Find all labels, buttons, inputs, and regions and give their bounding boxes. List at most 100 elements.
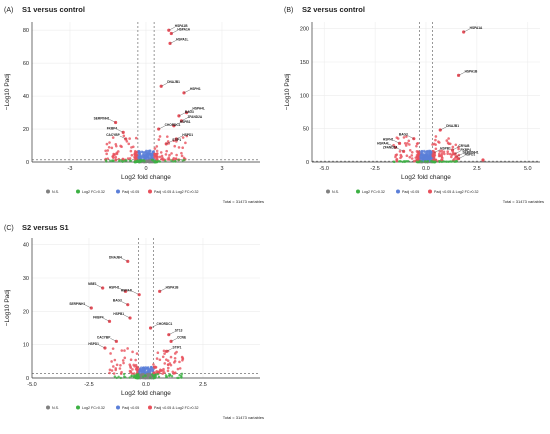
- data-point: [177, 146, 181, 149]
- point-label: HSPA1L: [176, 37, 188, 41]
- data-point: [392, 143, 395, 147]
- label-leader: [98, 344, 106, 349]
- legend-label: N.S.: [52, 406, 59, 410]
- point-label: HSPA1B: [465, 69, 478, 73]
- data-point: [430, 159, 433, 163]
- data-point: [405, 154, 409, 158]
- data-point: [113, 358, 117, 362]
- legend-swatch: [148, 405, 152, 410]
- data-point: [164, 159, 167, 163]
- data-point: [135, 352, 139, 355]
- data-point: [110, 146, 114, 150]
- data-point: [126, 259, 130, 263]
- data-point: [114, 155, 118, 159]
- data-point: [112, 365, 115, 368]
- legend-label: N.S.: [52, 190, 59, 194]
- data-point: [169, 339, 173, 343]
- data-point: [177, 114, 181, 118]
- data-point: [184, 141, 187, 145]
- legend-label: N.S.: [332, 190, 339, 194]
- label-leader: [186, 109, 193, 113]
- data-point: [118, 367, 122, 370]
- data-point: [129, 371, 132, 374]
- data-point: [129, 149, 133, 153]
- data-point: [137, 376, 141, 379]
- data-point: [481, 158, 485, 162]
- label-leader: [183, 89, 191, 94]
- data-point: [163, 362, 167, 365]
- label-leader: [110, 338, 117, 342]
- y-tick-label: 80: [23, 28, 29, 34]
- point-label: NBE1: [88, 282, 97, 286]
- data-point: [156, 351, 160, 355]
- data-point: [149, 365, 153, 369]
- data-point: [164, 374, 168, 377]
- data-point: [395, 158, 398, 162]
- point-label: HSPA1B: [166, 285, 179, 289]
- point-label: HSPH1: [383, 137, 394, 141]
- data-point: [400, 155, 403, 158]
- data-point: [443, 152, 446, 156]
- data-point: [406, 141, 409, 145]
- label-leader: [168, 331, 175, 335]
- point-label: HSPH1: [190, 87, 201, 91]
- point-label: BAG3: [113, 299, 122, 303]
- data-point: [155, 145, 159, 148]
- data-point: [158, 289, 162, 293]
- x-tick-label: 0: [144, 166, 147, 172]
- data-point: [132, 363, 136, 367]
- data-point: [434, 135, 438, 138]
- data-point: [170, 152, 173, 155]
- data-point: [404, 144, 408, 147]
- x-axis-title: Log2 fold change: [121, 174, 171, 181]
- point-label: HSPA4L: [377, 141, 389, 145]
- data-point: [398, 160, 402, 163]
- data-point: [451, 145, 455, 149]
- data-point: [106, 149, 110, 152]
- data-point: [152, 371, 156, 375]
- data-point: [158, 155, 162, 159]
- data-point: [147, 373, 151, 377]
- data-point: [167, 28, 171, 32]
- x-tick-label: 3: [220, 166, 223, 172]
- data-point: [108, 371, 111, 375]
- data-point: [394, 153, 398, 157]
- data-point: [167, 333, 171, 337]
- data-point: [139, 366, 143, 369]
- data-point: [150, 158, 154, 162]
- y-axis-title: −Log10 Padj: [4, 290, 11, 327]
- point-label: STIP1: [173, 345, 182, 349]
- panel-letter: (C): [4, 225, 14, 232]
- legend-label: Padj <0.05 & Log2 FC>0.32: [154, 190, 199, 194]
- data-point: [128, 157, 132, 160]
- y-tick-label: 50: [303, 127, 309, 133]
- data-point: [157, 375, 161, 379]
- data-point: [119, 376, 123, 380]
- data-point: [119, 372, 123, 375]
- point-label: ST13: [175, 329, 183, 333]
- data-point: [438, 128, 442, 132]
- point-label: HSPB1: [440, 147, 451, 151]
- data-point: [104, 149, 107, 153]
- data-point: [179, 119, 184, 123]
- data-point: [114, 158, 118, 162]
- data-point: [457, 147, 460, 151]
- data-point: [123, 356, 127, 360]
- data-point: [455, 160, 458, 163]
- label-leader: [456, 153, 463, 157]
- label-leader: [407, 135, 414, 139]
- label-leader: [452, 146, 459, 151]
- data-point: [446, 150, 450, 153]
- data-point: [137, 152, 140, 155]
- y-tick-label: 20: [23, 309, 29, 315]
- data-point: [451, 160, 455, 163]
- data-point: [133, 375, 137, 378]
- data-point: [168, 373, 172, 377]
- data-point: [175, 153, 178, 157]
- data-point: [437, 140, 440, 144]
- data-point: [139, 373, 142, 377]
- data-point: [178, 367, 182, 370]
- data-point: [149, 376, 152, 379]
- data-point: [117, 375, 120, 379]
